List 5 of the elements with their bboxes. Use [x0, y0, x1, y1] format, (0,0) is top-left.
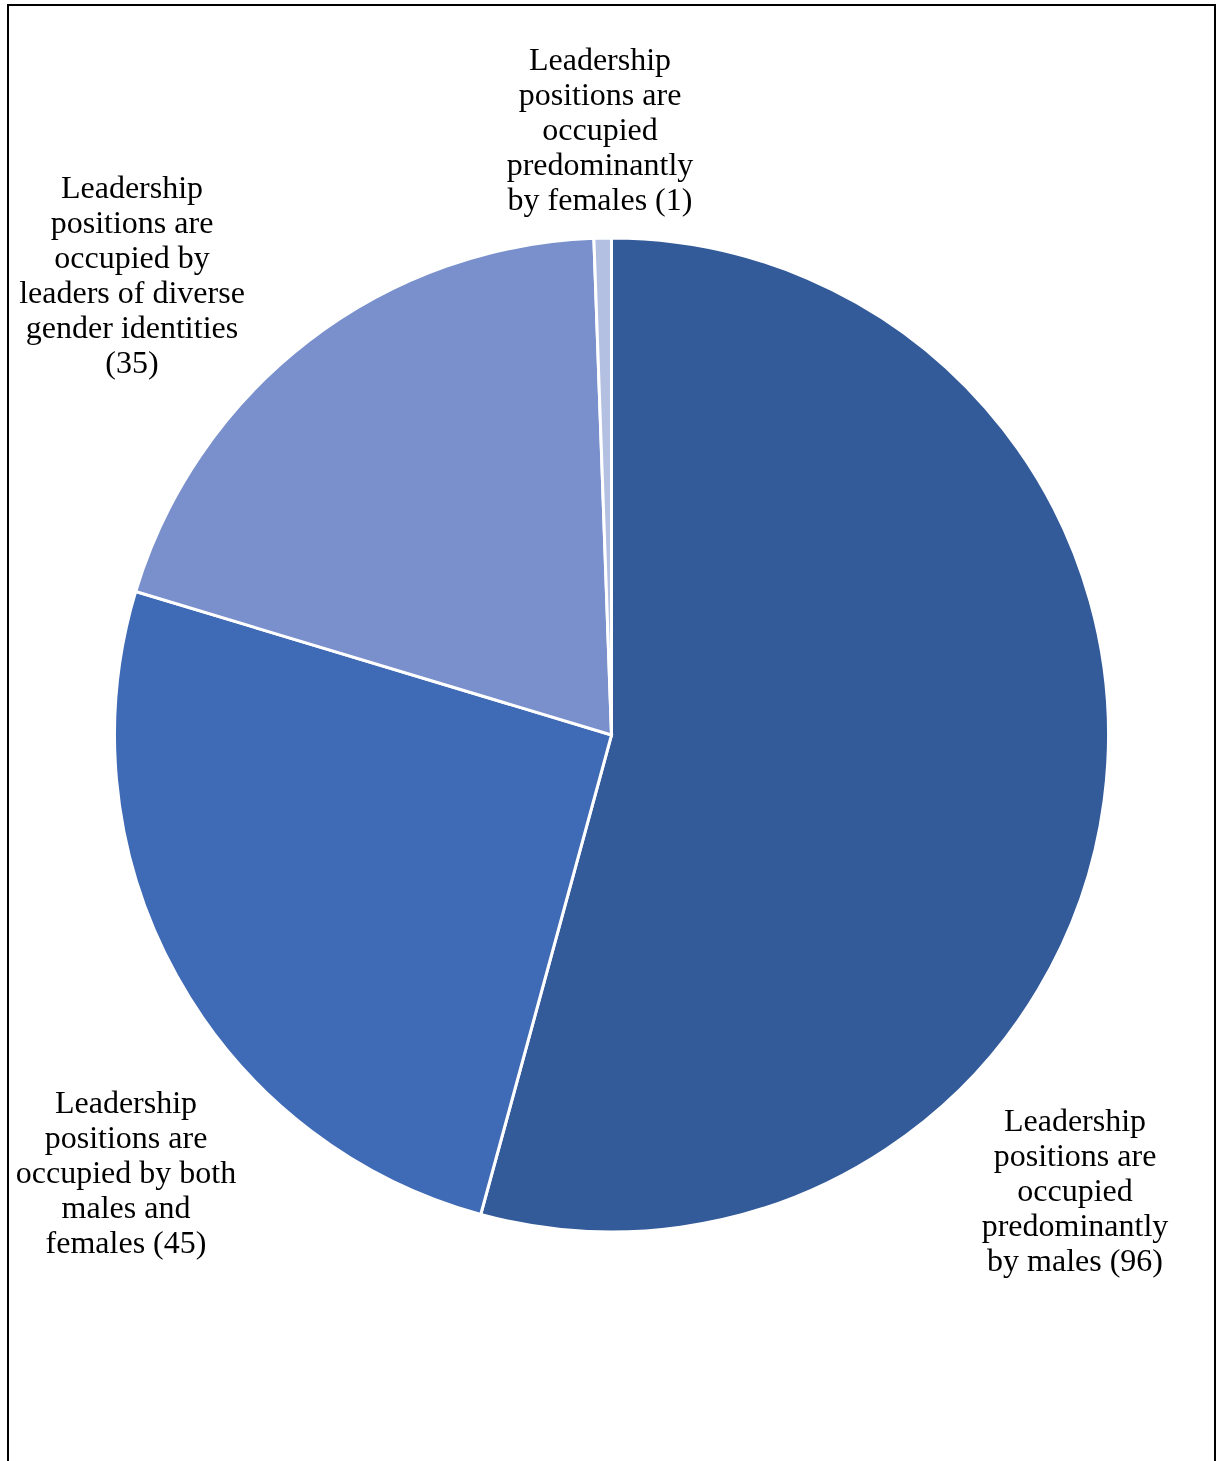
- slice-label: Leadership positions are occupied by leaders of diverse gender identities: [19, 168, 245, 345]
- slice-label: Leadership positions are occupied predominantly by males (96): [981, 1102, 1169, 1278]
- slice-label: Leadership positions are occupied predominantly by females (1): [506, 41, 694, 217]
- data-label: (35): [105, 343, 159, 380]
- slice-label: Leadership positions are occupied by both males and females (45): [15, 1084, 237, 1260]
